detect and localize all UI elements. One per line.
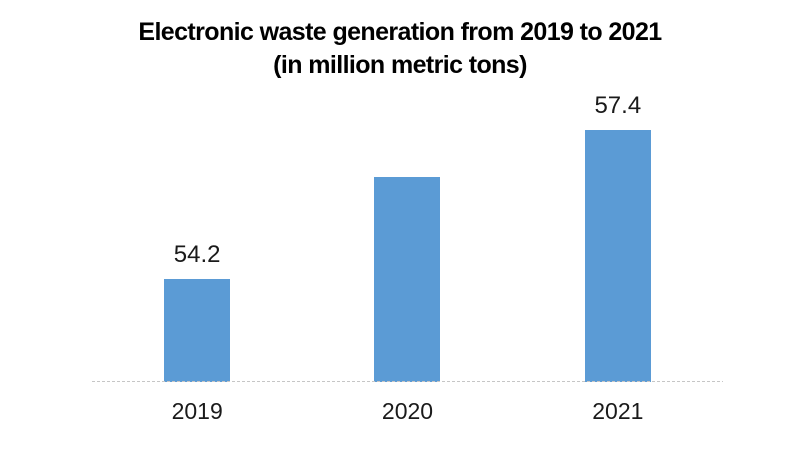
bar-2019: [164, 279, 231, 382]
x-tick-2019: 2019: [171, 398, 223, 424]
x-axis-labels: 2019 2020 2021: [92, 397, 723, 425]
plot-area: 54.2 57.4: [92, 92, 723, 382]
chart-title: Electronic waste generation from 2019 to…: [0, 16, 800, 82]
x-tick-2020: 2020: [381, 398, 434, 424]
chart-title-line2: (in million metric tons): [273, 51, 527, 79]
chart-title-line1: Electronic waste generation from 2019 to…: [138, 18, 662, 46]
bar-value-label-2019: 54.2: [173, 241, 221, 268]
bar-group-2021: 57.4: [513, 92, 723, 382]
bar-group-2020: [302, 102, 512, 382]
x-axis-line: [92, 381, 723, 382]
bar-2020: [374, 177, 441, 382]
bar-2021: [584, 130, 651, 382]
bar-value-label-2021: 57.4: [594, 92, 642, 119]
x-tick-2021: 2021: [592, 398, 644, 424]
bar-group-2019: 54.2: [92, 102, 302, 382]
